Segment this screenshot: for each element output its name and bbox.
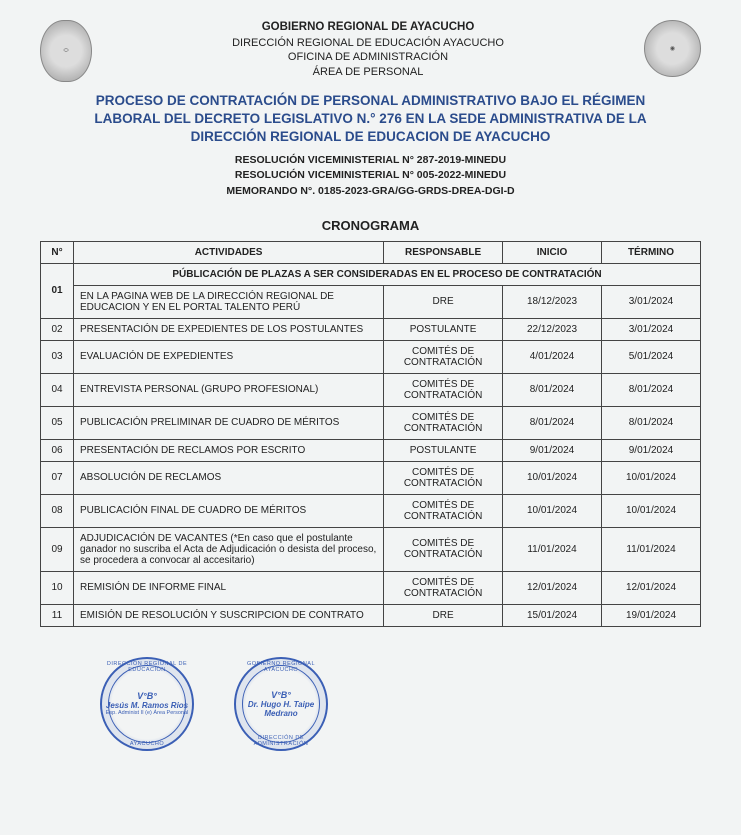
cell-activity: PRESENTACIÓN DE EXPEDIENTES DE LOS POSTU… [74,318,384,340]
row-num: 03 [41,340,74,373]
table-row: 11EMISIÓN DE RESOLUCIÓN Y SUSCRIPCION DE… [41,604,701,626]
cell-inicio: 4/01/2024 [502,340,601,373]
cell-activity: EMISIÓN DE RESOLUCIÓN Y SUSCRIPCION DE C… [74,604,384,626]
cell-responsable: DRE [384,285,503,318]
cell-inicio: 18/12/2023 [502,285,601,318]
col-inicio: INICIO [502,241,601,263]
row-num: 04 [41,373,74,406]
cell-activity: PUBLICACIÓN PRELIMINAR DE CUADRO DE MÉRI… [74,406,384,439]
row-num: 11 [41,604,74,626]
cell-termino: 8/01/2024 [601,373,700,406]
org-line2: DIRECCIÓN REGIONAL DE EDUCACIÓN AYACUCHO [92,36,644,51]
row-num: 09 [41,527,74,571]
row-num: 07 [41,461,74,494]
cell-responsable: COMITÉS DE CONTRATACIÓN [384,494,503,527]
title-block: PROCESO DE CONTRATACIÓN DE PERSONAL ADMI… [40,92,701,147]
cell-termino: 9/01/2024 [601,439,700,461]
document-header: ⬭ GOBIERNO REGIONAL DE AYACUCHO DIRECCIÓ… [40,20,701,82]
cell-responsable: COMITÉS DE CONTRATACIÓN [384,571,503,604]
col-termino: TÉRMINO [601,241,700,263]
resolution-3: MEMORANDO N°. 0185-2023-GRA/GG-GRDS-DREA… [40,184,701,200]
cell-activity: REMISIÓN DE INFORME FINAL [74,571,384,604]
stamp1-outer-bottom: AYACUCHO [102,741,192,747]
table-row: 09ADJUDICACIÓN DE VACANTES (*En caso que… [41,527,701,571]
title-line3: DIRECCIÓN REGIONAL DE EDUCACION DE AYACU… [40,128,701,146]
cell-inicio: 10/01/2024 [502,494,601,527]
cell-responsable: COMITÉS DE CONTRATACIÓN [384,373,503,406]
stamp-1: DIRECCIÓN REGIONAL DE EDUCACIÓN V°B° Jes… [100,657,194,751]
row-num: 08 [41,494,74,527]
cell-termino: 3/01/2024 [601,318,700,340]
table-row: EN LA PAGINA WEB DE LA DIRECCIÓN REGIONA… [41,285,701,318]
cell-termino: 10/01/2024 [601,494,700,527]
cell-inicio: 9/01/2024 [502,439,601,461]
org-line1: GOBIERNO REGIONAL DE AYACUCHO [92,20,644,36]
cell-inicio: 12/01/2024 [502,571,601,604]
cell-inicio: 8/01/2024 [502,373,601,406]
table-row: 02PRESENTACIÓN DE EXPEDIENTES DE LOS POS… [41,318,701,340]
resolution-2: RESOLUCIÓN VICEMINISTERIAL N° 005-2022-M… [40,168,701,184]
right-seal: ◉ [644,20,701,77]
cell-termino: 19/01/2024 [601,604,700,626]
cell-activity: ADJUDICACIÓN DE VACANTES (*En caso que e… [74,527,384,571]
stamps-row: DIRECCIÓN REGIONAL DE EDUCACIÓN V°B° Jes… [100,657,701,751]
cell-activity: PUBLICACIÓN FINAL DE CUADRO DE MÉRITOS [74,494,384,527]
section-header: PÚBLICACIÓN DE PLAZAS A SER CONSIDERADAS… [74,263,701,285]
cell-termino: 3/01/2024 [601,285,700,318]
col-responsable: RESPONSABLE [384,241,503,263]
table-header-row: N° ACTIVIDADES RESPONSABLE INICIO TÉRMIN… [41,241,701,263]
cell-inicio: 8/01/2024 [502,406,601,439]
table-row: 10REMISIÓN DE INFORME FINALCOMITÉS DE CO… [41,571,701,604]
cell-activity: ABSOLUCIÓN DE RECLAMOS [74,461,384,494]
row-num: 02 [41,318,74,340]
stamp2-outer-top: GOBIERNO REGIONAL AYACUCHO [236,661,326,673]
title-line1: PROCESO DE CONTRATACIÓN DE PERSONAL ADMI… [40,92,701,110]
cell-responsable: POSTULANTE [384,439,503,461]
stamp2-outer-bottom: DIRECCIÓN DE ADMINISTRACIÓN [236,735,326,747]
table-row: 05PUBLICACIÓN PRELIMINAR DE CUADRO DE MÉ… [41,406,701,439]
table-row: 06PRESENTACIÓN DE RECLAMOS POR ESCRITOPO… [41,439,701,461]
cell-responsable: COMITÉS DE CONTRATACIÓN [384,340,503,373]
stamp1-outer-top: DIRECCIÓN REGIONAL DE EDUCACIÓN [102,661,192,673]
table-row: 03EVALUACIÓN DE EXPEDIENTESCOMITÉS DE CO… [41,340,701,373]
cell-inicio: 15/01/2024 [502,604,601,626]
cell-termino: 10/01/2024 [601,461,700,494]
cell-termino: 5/01/2024 [601,340,700,373]
cell-responsable: POSTULANTE [384,318,503,340]
section-header-row: 01 PÚBLICACIÓN DE PLAZAS A SER CONSIDERA… [41,263,701,285]
cell-activity: PRESENTACIÓN DE RECLAMOS POR ESCRITO [74,439,384,461]
row-num: 05 [41,406,74,439]
cell-activity: EVALUACIÓN DE EXPEDIENTES [74,340,384,373]
resolution-1: RESOLUCIÓN VICEMINISTERIAL N° 287-2019-M… [40,153,701,169]
cell-inicio: 22/12/2023 [502,318,601,340]
row-num: 06 [41,439,74,461]
left-seal: ⬭ [40,20,92,82]
cell-responsable: DRE [384,604,503,626]
org-line3: OFICINA DE ADMINISTRACIÓN [92,50,644,65]
org-line4: ÁREA DE PERSONAL [92,65,644,80]
cell-responsable: COMITÉS DE CONTRATACIÓN [384,461,503,494]
org-block: GOBIERNO REGIONAL DE AYACUCHO DIRECCIÓN … [92,20,644,80]
title-line2: LABORAL DEL DECRETO LEGISLATIVO N.° 276 … [40,110,701,128]
cell-activity: EN LA PAGINA WEB DE LA DIRECCIÓN REGIONA… [74,285,384,318]
cronograma-heading: CRONOGRAMA [40,218,701,233]
table-row: 08PUBLICACIÓN FINAL DE CUADRO DE MÉRITOS… [41,494,701,527]
cell-termino: 12/01/2024 [601,571,700,604]
row-num: 01 [41,263,74,318]
cell-termino: 8/01/2024 [601,406,700,439]
stamp-2: GOBIERNO REGIONAL AYACUCHO V°B° Dr. Hugo… [234,657,328,751]
cronograma-table: N° ACTIVIDADES RESPONSABLE INICIO TÉRMIN… [40,241,701,627]
cell-responsable: COMITÉS DE CONTRATACIÓN [384,406,503,439]
table-row: 07ABSOLUCIÓN DE RECLAMOSCOMITÉS DE CONTR… [41,461,701,494]
col-num: N° [41,241,74,263]
col-actividades: ACTIVIDADES [74,241,384,263]
cell-responsable: COMITÉS DE CONTRATACIÓN [384,527,503,571]
table-row: 04ENTREVISTA PERSONAL (GRUPO PROFESIONAL… [41,373,701,406]
cell-termino: 11/01/2024 [601,527,700,571]
cell-activity: ENTREVISTA PERSONAL (GRUPO PROFESIONAL) [74,373,384,406]
resolutions-block: RESOLUCIÓN VICEMINISTERIAL N° 287-2019-M… [40,153,701,200]
row-num: 10 [41,571,74,604]
cell-inicio: 11/01/2024 [502,527,601,571]
cell-inicio: 10/01/2024 [502,461,601,494]
